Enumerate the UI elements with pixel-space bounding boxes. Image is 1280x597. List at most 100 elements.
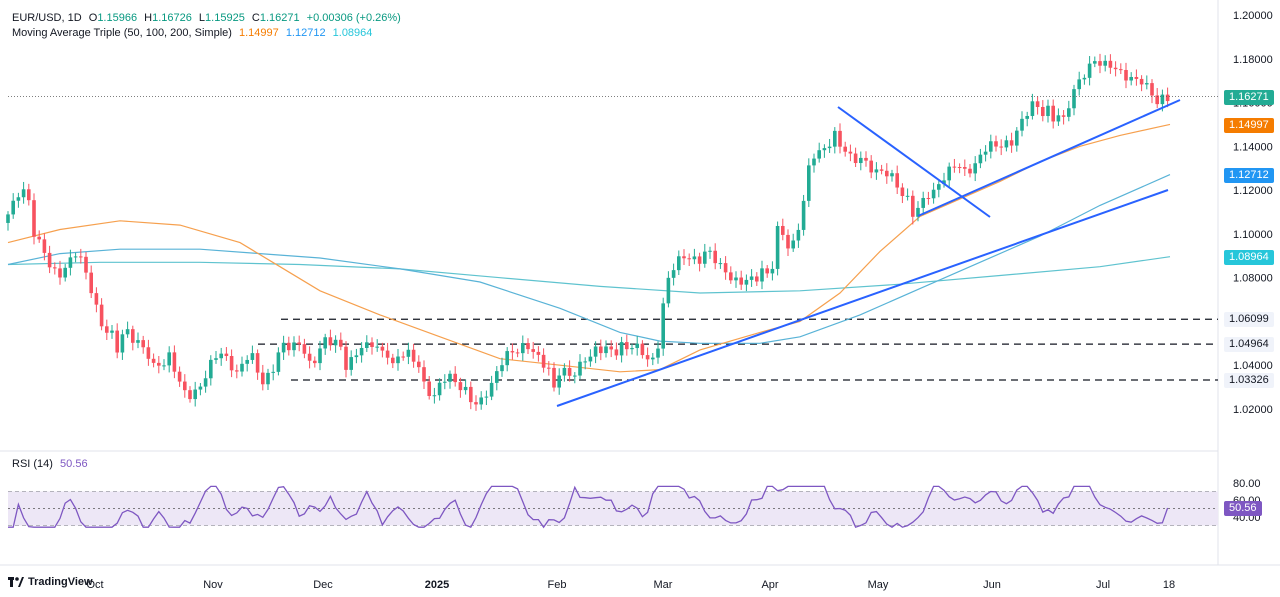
low-label: L1.15925 [198, 12, 245, 24]
candle-body [957, 167, 962, 169]
candle-body [354, 355, 359, 358]
candle-body [994, 141, 998, 147]
candle-body [21, 189, 26, 198]
candle-body [276, 352, 281, 372]
candle-body [635, 343, 639, 349]
candle-body [807, 165, 811, 201]
candle-body [89, 272, 93, 294]
candle-body [417, 361, 421, 368]
candle-body [1139, 78, 1144, 85]
candle-body [115, 330, 119, 353]
candle-body [547, 367, 551, 369]
candle-body [479, 397, 483, 405]
candle-body [68, 257, 73, 268]
price-tag: 1.12712 [1224, 167, 1274, 183]
candle-body [619, 342, 624, 356]
close-label: C1.16271 [251, 12, 300, 24]
candle-body [245, 359, 249, 364]
candle-body [349, 357, 353, 370]
candle-body [37, 236, 41, 240]
candle-body [593, 346, 598, 357]
candle-body [708, 250, 712, 252]
candle-body [723, 263, 728, 273]
ma-title: Moving Average Triple (50, 100, 200, Sim… [12, 27, 232, 39]
candle-body [1145, 83, 1149, 85]
candle-body [1041, 107, 1045, 117]
candle-body [1155, 95, 1159, 105]
candle-body [432, 395, 437, 397]
candle-body [942, 180, 946, 185]
candle-body [1119, 69, 1123, 71]
candle-body [313, 360, 317, 364]
candle-body [281, 342, 286, 353]
candle-body [125, 329, 130, 335]
time-axis-label: 18 [1163, 579, 1175, 591]
candle-body [531, 349, 535, 352]
candle-body [344, 346, 348, 370]
candle-body [1015, 130, 1019, 146]
candle-body [297, 342, 301, 345]
logo-text: TradingView [28, 576, 93, 588]
candle-body [448, 373, 452, 382]
candle-body [838, 130, 842, 147]
candle-body [53, 267, 57, 269]
rsi-tag: 50.56 [1224, 501, 1262, 517]
time-axis-label: May [868, 579, 889, 591]
candle-body [937, 184, 941, 190]
candle-body [552, 367, 556, 388]
price-tag: 1.03326 [1224, 372, 1274, 388]
candle-body [921, 197, 925, 208]
candle-body [27, 189, 31, 201]
candle-body [1082, 77, 1087, 80]
candle-body [578, 361, 582, 376]
candle-body [141, 340, 145, 348]
candle-body [739, 277, 743, 285]
candle-body [817, 150, 821, 159]
candle-body [401, 356, 405, 358]
time-axis-label: 2025 [425, 579, 449, 591]
candle-body [219, 353, 223, 359]
price-tag: 1.16271 [1224, 89, 1274, 105]
candle-body [781, 225, 785, 235]
candle-body [84, 256, 88, 273]
candle-body [1046, 105, 1050, 117]
candle-body [651, 357, 655, 360]
candle-body [287, 342, 291, 351]
candle-body [521, 343, 525, 354]
tradingview-logo[interactable]: TradingView [8, 576, 93, 588]
time-axis-label: Feb [548, 579, 567, 591]
candle-body [484, 396, 489, 398]
candle-body [469, 386, 473, 403]
candle-body [760, 268, 764, 282]
candle-body [370, 342, 374, 347]
candle-body [32, 200, 36, 237]
candle-body [375, 346, 379, 348]
candle-body [604, 346, 608, 354]
candle-body [661, 303, 665, 349]
candle-body [385, 350, 390, 358]
candle-body [11, 200, 15, 215]
candle-body [843, 146, 847, 152]
candle-body [333, 339, 338, 346]
candle-body [744, 279, 749, 285]
price-tag: 1.04964 [1224, 337, 1274, 353]
price-axis-label: 1.02000 [1233, 404, 1273, 416]
high-label: H1.16726 [144, 12, 192, 24]
candle-body [437, 382, 442, 396]
candle-body [474, 402, 478, 405]
price-axis-label: 1.14000 [1233, 141, 1273, 153]
candle-body [895, 173, 899, 188]
rsi-line [8, 485, 1169, 529]
tradingview-icon [8, 577, 24, 587]
candle-body [718, 263, 723, 265]
candle-body [16, 197, 21, 201]
candle-body [261, 372, 265, 385]
candle-body [885, 170, 889, 177]
price-axis-label: 1.10000 [1233, 229, 1273, 241]
candle-body [848, 151, 853, 154]
rsi-axis-label: 80.00 [1233, 478, 1261, 490]
candle-body [162, 365, 166, 367]
candle-body [729, 272, 733, 281]
candle-body [989, 141, 993, 152]
